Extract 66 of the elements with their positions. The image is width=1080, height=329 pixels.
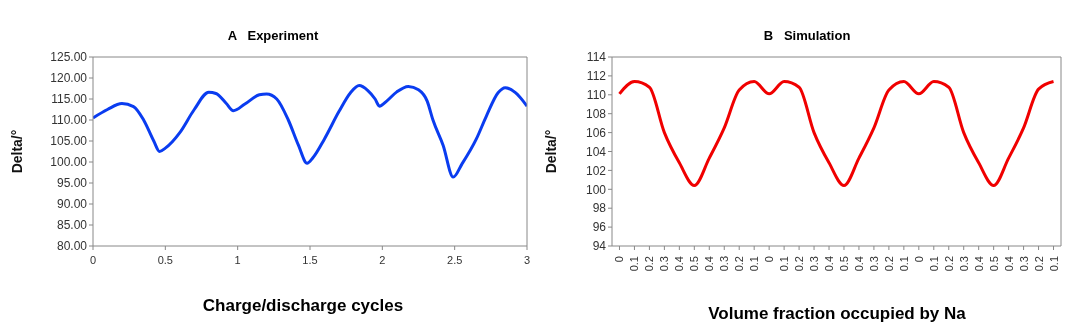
y-tick-label: 96 xyxy=(592,220,607,235)
x-tick-label: 0 xyxy=(613,256,626,263)
y-tick-label: 106 xyxy=(585,125,607,140)
x-tick-label: 1 xyxy=(234,254,241,266)
y-tick-label: 115.00 xyxy=(51,92,88,107)
x-tick-label: 0.3 xyxy=(808,256,821,272)
chart-title: B Simulation xyxy=(762,28,852,45)
y-tick-label: 100.00 xyxy=(50,155,88,170)
x-tick-label: 2 xyxy=(379,254,386,266)
x-tick-label: 0.5 xyxy=(987,256,1000,272)
x-tick-label: 0.5 xyxy=(837,256,850,272)
y-tick-label: 95.00 xyxy=(56,176,88,191)
y-tick-label: 85.00 xyxy=(56,218,88,233)
y-tick-label: 104 xyxy=(585,144,607,159)
x-axis-title: Charge/discharge cycles xyxy=(201,296,405,316)
chart-title: A Experiment xyxy=(226,28,320,45)
y-tick-label: 110 xyxy=(586,88,607,103)
x-tick-label: 0.1 xyxy=(1047,256,1060,272)
x-tick-label: 0.5 xyxy=(157,254,173,266)
y-tick-label: 108 xyxy=(585,106,607,121)
x-tick-label: 0 xyxy=(763,256,776,263)
x-tick-label: 0.2 xyxy=(1032,256,1045,272)
x-tick-label: 0.4 xyxy=(852,256,865,272)
x-tick-label: 0.1 xyxy=(778,256,791,272)
x-tick-label: 0.5 xyxy=(688,256,701,272)
x-tick-label: 0.1 xyxy=(927,256,940,272)
x-tick-label: 0.4 xyxy=(823,256,836,272)
line-series xyxy=(93,84,527,179)
x-tick-label: 0.1 xyxy=(628,256,641,272)
x-tick-label: 0.1 xyxy=(748,256,761,272)
y-tick-label: 110.00 xyxy=(51,113,88,128)
line-series xyxy=(617,80,1056,188)
y-axis-title: Delta/° xyxy=(8,129,25,174)
x-tick-label: 2.5 xyxy=(447,254,463,266)
x-tick-label: 0.2 xyxy=(643,256,656,272)
x-tick-label: 0.1 xyxy=(897,256,910,272)
y-tick-label: 125.00 xyxy=(50,50,88,65)
x-tick-label: 0 xyxy=(912,256,925,263)
x-tick-label: 0 xyxy=(89,254,97,266)
y-tick-label: 102 xyxy=(585,163,607,178)
x-tick-label: 0.4 xyxy=(673,256,686,272)
x-tick-label: 0.3 xyxy=(957,256,970,272)
y-tick-label: 112 xyxy=(586,69,607,84)
y-tick-label: 114 xyxy=(586,50,607,65)
x-tick-label: 0.2 xyxy=(882,256,895,272)
y-tick-label: 98 xyxy=(592,201,607,216)
y-tick-label: 80.00 xyxy=(56,239,88,254)
x-tick-label: 0.4 xyxy=(1002,256,1015,272)
y-tick-label: 100 xyxy=(585,182,607,197)
x-tick-label: 0.3 xyxy=(658,256,671,272)
y-axis-title: Delta/° xyxy=(542,129,559,174)
x-tick-label: 1.5 xyxy=(302,254,318,266)
x-tick-label: 0.3 xyxy=(718,256,731,272)
x-tick-label: 0.2 xyxy=(942,256,955,272)
y-tick-label: 105.00 xyxy=(50,134,88,149)
y-tick-label: 94 xyxy=(592,239,607,254)
x-tick-label: 0.4 xyxy=(703,256,716,272)
x-tick-label: 0.4 xyxy=(972,256,985,272)
x-tick-label: 0.3 xyxy=(1017,256,1030,272)
x-tick-label: 0.2 xyxy=(793,256,806,272)
x-tick-label: 3 xyxy=(523,254,531,266)
x-axis-title: Volume fraction occupied by Na xyxy=(707,304,967,324)
x-tick-label: 0.3 xyxy=(867,256,880,272)
x-tick-label: 0.2 xyxy=(733,256,746,272)
y-tick-label: 90.00 xyxy=(56,197,88,212)
y-tick-label: 120.00 xyxy=(50,71,88,86)
